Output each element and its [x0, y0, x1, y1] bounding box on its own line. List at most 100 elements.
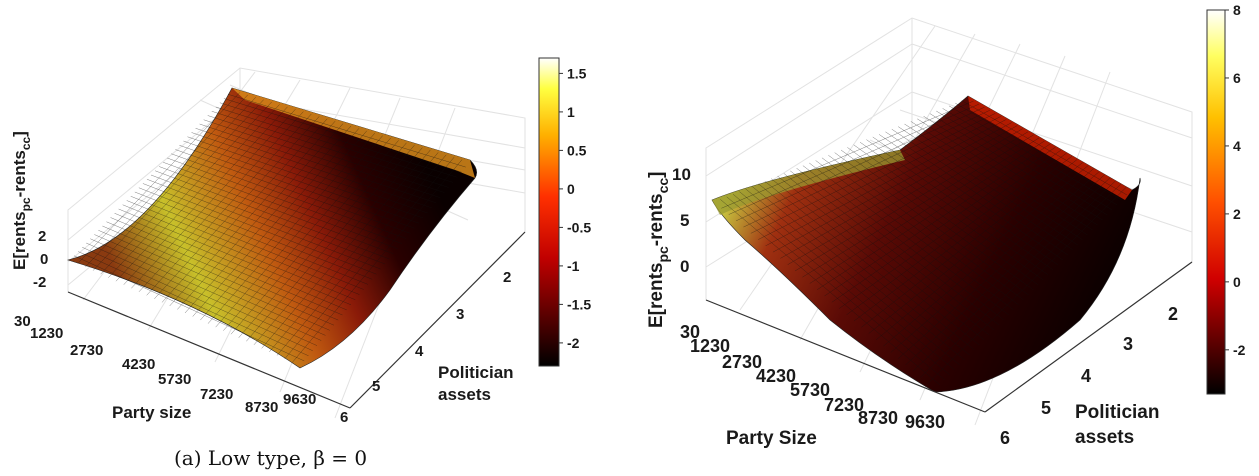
- left-axes: [67, 231, 526, 409]
- colorbar-tick-label: 0: [567, 181, 575, 197]
- surface-mesh-line: [802, 165, 1005, 321]
- surface-mesh-line: [834, 152, 1029, 296]
- right-x-tick: 8730: [858, 408, 898, 428]
- colorbar-tick-label: 1: [567, 104, 575, 120]
- left-x-tick: 1230: [30, 325, 63, 342]
- surface-mesh-line: [720, 199, 941, 386]
- left-x-tick: 9630: [283, 391, 316, 408]
- surface-mesh-line: [195, 128, 432, 209]
- surface-mesh-line: [891, 128, 1074, 251]
- surface-mesh-line: [955, 102, 1123, 201]
- surface-mesh-line: [134, 191, 369, 285]
- surface-mesh-line: [175, 149, 411, 234]
- colorbar-tick-label: 0.5: [567, 142, 587, 158]
- surface-mesh-line: [98, 230, 330, 331]
- surface-mesh-line: [150, 174, 386, 265]
- left-colorbar-ticks: 1.5 1 0.5 0 -0.5 -1 -1.5 -2: [559, 65, 591, 351]
- surface-mesh-line: [910, 121, 1088, 236]
- right-panel: 10 5 0 E[rentspc-rentscc] 30 1230 2730 4…: [646, 2, 1246, 449]
- surface-mesh-line: [219, 102, 458, 178]
- left-y-ticks: 2 3 4 5 6: [340, 269, 511, 426]
- surface-mesh-line: [751, 186, 965, 361]
- surface-mesh-line: [154, 170, 390, 260]
- left-surface: [66, 87, 477, 369]
- right-x-label: Party Size: [726, 428, 817, 449]
- surface-mesh-line: [758, 183, 970, 356]
- surface-mesh-line: [122, 204, 356, 300]
- right-x-tick: 5730: [790, 380, 830, 400]
- surface-mesh-line: [732, 194, 950, 376]
- left-y-label-line2: assets: [438, 385, 491, 404]
- left-y-label-line1: Politician: [438, 363, 514, 382]
- left-z-tick: 2: [38, 228, 46, 245]
- surface-mesh-line: [73, 255, 305, 362]
- surface-mesh-line: [961, 100, 1128, 196]
- surface-mesh-line: [948, 105, 1118, 206]
- right-y-tick: 4: [1081, 366, 1091, 386]
- right-z-tick: 0: [680, 257, 689, 276]
- right-y-label-line2: assets: [1075, 427, 1134, 448]
- surface-mesh-line: [82, 247, 313, 351]
- surface-mesh-line: [942, 108, 1113, 211]
- colorbar-tick-label: 4: [1233, 138, 1241, 154]
- left-z-ticks: 2 0 -2: [33, 228, 48, 291]
- surface-mesh-line: [853, 144, 1044, 281]
- surface-mesh-line: [790, 170, 995, 331]
- colorbar-tick-label: 1.5: [567, 65, 587, 81]
- surface-mesh-line: [859, 141, 1049, 276]
- colorbar-tick-label: -2: [1233, 342, 1246, 358]
- left-z-tick: -2: [33, 274, 46, 291]
- right-x-tick: 30: [680, 322, 700, 342]
- colorbar-tick-label: 0: [1233, 274, 1241, 290]
- surface-mesh-line: [106, 221, 339, 321]
- surface-mesh-line: [929, 113, 1103, 221]
- right-z-tick: 5: [680, 211, 689, 230]
- surface-mesh-line: [866, 139, 1054, 271]
- left-colorbar: [538, 57, 560, 367]
- surface-mesh-line: [917, 118, 1093, 231]
- surface-mesh-line: [159, 166, 394, 255]
- right-colorbar-ticks: 8 6 4 2 0 -2: [1225, 2, 1246, 358]
- left-panel: 2 0 -2 E[rentspc-rentscc] 30 1230 2730 4…: [10, 57, 591, 470]
- left-y-tick: 5: [372, 378, 380, 395]
- left-x-ticks: 30 1230 2730 4230 5730 7230 8730 9630: [14, 313, 316, 416]
- surface-mesh-line: [207, 115, 445, 193]
- colorbar-tick-label: -1.5: [567, 296, 591, 312]
- surface-mesh-line: [777, 175, 985, 341]
- left-z-tick: 0: [40, 251, 48, 268]
- surface-mesh-line: [167, 157, 403, 244]
- surface-mesh-line: [898, 126, 1078, 246]
- right-y-ticks: 2 3 4 5 6: [1000, 304, 1178, 448]
- left-y-tick: 6: [340, 409, 348, 426]
- surface-mesh-line: [904, 123, 1083, 241]
- surface-mesh-line: [227, 94, 466, 168]
- right-y-tick: 3: [1123, 334, 1133, 354]
- right-y-label-line1: Politician: [1075, 402, 1159, 423]
- left-caption: (a) Low type, β = 0: [174, 446, 367, 470]
- surface-mesh-line: [923, 115, 1098, 226]
- surface-mesh-line: [187, 136, 424, 219]
- surface-mesh-line: [179, 145, 415, 229]
- surface-mesh-line: [885, 131, 1069, 256]
- right-z-ticks: 10 5 0: [672, 165, 691, 276]
- surface-mesh-line: [77, 251, 309, 357]
- colorbar-tick-label: 8: [1233, 2, 1241, 18]
- surface-mesh-line: [878, 134, 1064, 261]
- left-x-tick: 30: [14, 313, 31, 330]
- surface-mesh-line: [815, 160, 1014, 311]
- left-x-tick: 2730: [70, 342, 103, 359]
- surface-mesh-line: [821, 157, 1019, 306]
- left-y-tick: 3: [456, 306, 464, 323]
- surface-mesh-line: [191, 132, 428, 214]
- right-z-tick: 10: [672, 165, 691, 184]
- right-x-tick: 7230: [824, 395, 864, 415]
- surface-mesh-line: [936, 110, 1108, 216]
- left-z-label: E[rentspc-rentscc]: [10, 131, 33, 270]
- surface-mesh-line: [163, 162, 398, 249]
- left-x-tick: 4230: [122, 356, 155, 373]
- surface-mesh-line: [764, 181, 975, 351]
- surface-mesh-line: [828, 154, 1024, 301]
- colorbar-tick-label: -1: [567, 258, 580, 274]
- left-y-tick: 2: [503, 269, 511, 286]
- surface-mesh-line: [872, 136, 1059, 266]
